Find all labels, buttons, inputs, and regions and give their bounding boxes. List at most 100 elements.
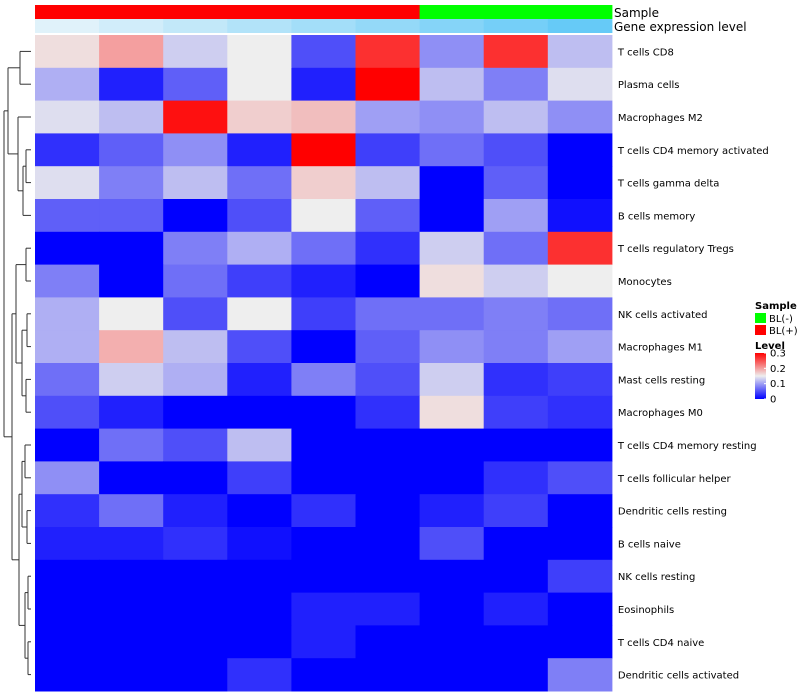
heatmap-cell xyxy=(99,297,164,331)
heatmap-cell xyxy=(547,527,613,561)
row-label: Mast cells resting xyxy=(618,375,705,386)
heatmap-cell xyxy=(291,166,356,200)
heatmap-cells xyxy=(35,35,613,692)
heatmap-cell xyxy=(291,494,356,528)
heatmap-cell xyxy=(99,231,164,266)
heatmap-cell xyxy=(35,297,100,331)
heatmap-cell xyxy=(163,100,228,134)
heatmap-cell xyxy=(227,625,292,659)
heatmap-cell xyxy=(547,264,613,298)
heatmap-cell xyxy=(35,100,100,134)
heatmap-cell xyxy=(99,559,164,594)
heatmap-cell xyxy=(227,527,292,561)
heatmap-cell xyxy=(547,100,613,134)
heatmap-cell xyxy=(483,658,549,692)
sample-track-cell xyxy=(227,5,292,19)
heatmap-cell xyxy=(163,625,228,659)
heatmap-cell xyxy=(99,395,164,430)
heatmap-cell xyxy=(291,264,356,298)
heatmap-cell xyxy=(163,297,228,331)
heatmap-cell xyxy=(547,461,613,495)
expression-track-cell xyxy=(483,19,549,33)
heatmap-cell xyxy=(99,428,164,462)
legend-swatch-bl-neg xyxy=(755,313,766,323)
heatmap-cell xyxy=(355,559,421,594)
legend-colorbar xyxy=(755,353,766,399)
heatmap-cell xyxy=(355,625,421,659)
track-label-sample: Sample xyxy=(614,6,659,20)
sample-track-cell xyxy=(547,5,613,19)
heatmap-cell xyxy=(419,625,485,659)
heatmap-cell xyxy=(227,330,292,364)
heatmap-cell xyxy=(291,527,356,561)
row-labels: T cells CD8 Plasma cells Macrophages M2 T c… xyxy=(617,47,769,681)
heatmap-cell xyxy=(355,494,421,528)
heatmap-cell xyxy=(35,330,100,364)
heatmap-cell xyxy=(35,264,100,298)
heatmap-cell xyxy=(163,592,228,626)
heatmap-cell xyxy=(547,133,613,167)
track-labels: Sample Gene expression level xyxy=(614,6,747,34)
heatmap-cell xyxy=(163,35,228,69)
heatmap-cell xyxy=(35,461,100,495)
heatmap-cell xyxy=(483,133,549,167)
heatmap-cell xyxy=(227,133,292,167)
heatmap-cell xyxy=(419,166,485,200)
heatmap-cell xyxy=(291,330,356,364)
row-label: T cells gamma delta xyxy=(617,179,719,190)
heatmap-cell xyxy=(419,133,485,167)
heatmap-cell xyxy=(355,461,421,495)
expression-track-cell xyxy=(227,19,292,33)
heatmap-cell xyxy=(227,395,292,430)
heatmap-cell xyxy=(419,559,485,594)
heatmap-cell xyxy=(419,264,485,298)
heatmap-cell xyxy=(163,461,228,495)
heatmap-cell xyxy=(291,395,356,430)
heatmap-cell xyxy=(163,559,228,594)
legend-sample-title: Sample xyxy=(755,301,797,312)
heatmap-cell xyxy=(419,199,485,233)
heatmap-cell xyxy=(227,297,292,331)
heatmap-cell xyxy=(99,592,164,626)
heatmap-cell xyxy=(419,330,485,364)
heatmap-cell xyxy=(35,199,100,233)
expression-track-cell xyxy=(419,19,485,33)
sample-track-cell xyxy=(355,5,421,19)
heatmap-cell xyxy=(99,166,164,200)
heatmap-cell xyxy=(355,67,421,102)
heatmap-cell xyxy=(99,35,164,69)
heatmap-cell xyxy=(547,494,613,528)
heatmap-cell xyxy=(355,231,421,266)
heatmap-cell xyxy=(355,35,421,69)
heatmap-cell xyxy=(35,363,100,397)
heatmap-cell xyxy=(227,428,292,462)
heatmap-cell xyxy=(35,133,100,167)
heatmap-cell xyxy=(99,199,164,233)
heatmap-cell xyxy=(547,297,613,331)
heatmap-cell xyxy=(547,625,613,659)
row-label: T cells CD4 memory resting xyxy=(617,441,757,452)
heatmap-cell xyxy=(227,199,292,233)
heatmap-cell xyxy=(291,297,356,331)
heatmap-cell xyxy=(35,35,100,69)
row-label: B cells naive xyxy=(618,539,681,550)
row-dendrogram xyxy=(3,50,31,676)
heatmap-cell xyxy=(547,395,613,430)
heatmap-cell xyxy=(419,363,485,397)
expression-track-cell xyxy=(355,19,421,33)
heatmap-cell xyxy=(355,264,421,298)
heatmap-cell xyxy=(483,395,549,430)
heatmap-cell xyxy=(35,658,100,692)
heatmap-cell xyxy=(419,658,485,692)
heatmap-cell xyxy=(99,67,164,102)
legend-label-bl-pos: BL(+) xyxy=(769,326,798,337)
row-label: T cells CD4 naive xyxy=(617,638,704,649)
heatmap-cell xyxy=(547,330,613,364)
legend-level-title: Level xyxy=(755,341,785,352)
heatmap-cell xyxy=(163,264,228,298)
heatmap-cell xyxy=(163,395,228,430)
heatmap-cell xyxy=(419,395,485,430)
legend: Sample BL(-) BL(+) Level 0.3 0.2 0.1 0 xyxy=(755,301,798,406)
heatmap-cell xyxy=(419,461,485,495)
heatmap-cell xyxy=(483,461,549,495)
